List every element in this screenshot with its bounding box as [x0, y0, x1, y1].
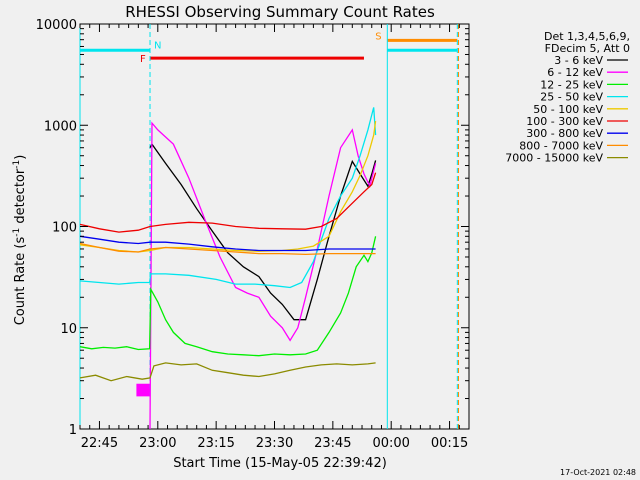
x-tick-label: 23:45	[314, 436, 351, 451]
legend-label: 3 - 6 keV	[554, 54, 603, 67]
y-axis-label-sup2: -1	[12, 160, 22, 169]
series-line-7	[79, 242, 376, 256]
legend-label: 12 - 25 keV	[540, 78, 603, 91]
x-tick-label: 23:15	[197, 436, 234, 451]
legend-label: 50 - 100 keV	[533, 103, 603, 116]
x-tick-label: 00:00	[372, 436, 409, 451]
flag-label-N: N	[154, 40, 161, 51]
series-line-3	[79, 107, 377, 289]
y-axis-label-sup1: -1	[12, 228, 22, 237]
legend-label: 800 - 7000 keV	[519, 139, 603, 152]
legend-header-2: FDecim 5, Att 0	[545, 42, 630, 55]
series-line-2	[79, 236, 377, 357]
legend-label: 100 - 300 keV	[526, 115, 603, 128]
flag-label-F: F	[140, 54, 146, 65]
legend-header-1: Det 1,3,4,5,6,9,	[544, 30, 630, 43]
x-ticks: 22:45 23:00 23:15 23:30 23:45 00:00 00:15	[79, 24, 470, 451]
series-layer	[79, 107, 377, 430]
legend-label: 7000 - 15000 keV	[505, 152, 603, 165]
legend-label: 300 - 800 keV	[526, 127, 603, 140]
y-tick-label: 100	[52, 221, 77, 236]
legend: Det 1,3,4,5,6,9, FDecim 5, Att 0 3 - 6 k…	[505, 30, 630, 165]
y-axis-label: Count Rate (s-1 detector-1)	[12, 155, 28, 326]
x-tick-label: 23:00	[139, 436, 176, 451]
plot-area: NSF 22:45 23:00 23:15 23:30 23:45 00:00 00:15 …	[36, 18, 470, 451]
legend-label: 25 - 50 keV	[540, 91, 603, 104]
x-axis-label: Start Time (15-May-05 22:39:42)	[173, 456, 387, 471]
y-axis-label-mid: detector	[13, 168, 28, 228]
series-line-5	[79, 172, 377, 233]
y-tick-label: 10000	[36, 18, 77, 33]
series-line-0	[149, 142, 377, 321]
flag-layer: N S F	[80, 31, 458, 397]
y-tick-label: 1000	[44, 119, 77, 134]
x-tick-label: 23:30	[256, 436, 293, 451]
x-tick-label: 22:45	[81, 436, 118, 451]
series-line-1	[149, 121, 377, 430]
y-tick-label: 1	[69, 423, 77, 438]
flag-label-S: S	[375, 31, 381, 42]
series-line-8	[79, 362, 376, 382]
y-axis-label-main: Count Rate (s	[13, 237, 28, 326]
chart-title: RHESSI Observing Summary Count Rates	[125, 3, 435, 21]
y-ticks: 1 10 100 1000 10000	[36, 18, 469, 438]
y-tick-label: 10	[60, 322, 77, 337]
legend-label: 6 - 12 keV	[547, 66, 603, 79]
timestamp: 17-Oct-2021 02:48	[560, 468, 636, 477]
y-axis-label-end: )	[13, 155, 28, 160]
series-line-6	[79, 235, 376, 252]
attenuator-block	[136, 383, 151, 397]
x-tick-label: 00:15	[431, 436, 468, 451]
